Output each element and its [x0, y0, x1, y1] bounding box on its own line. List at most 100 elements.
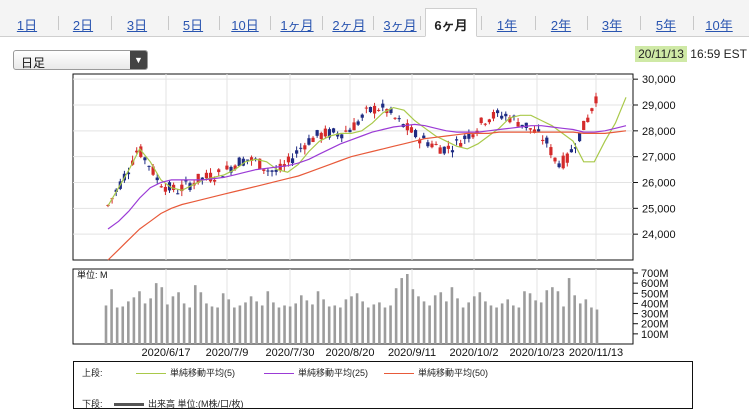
volume-bar — [121, 306, 125, 344]
volume-bar — [378, 302, 381, 344]
candle-body — [561, 155, 565, 169]
candle-body — [237, 157, 241, 167]
candle-body — [500, 115, 504, 119]
tab-7[interactable]: 3ヶ月 — [383, 18, 417, 33]
volume-bar — [400, 278, 404, 344]
chart-type-select[interactable]: 日足 ▼ — [13, 50, 148, 70]
date-tick-label: 2020/8/20 — [326, 347, 375, 359]
tab-2[interactable]: 3日 — [126, 18, 148, 33]
volume-bar — [417, 296, 420, 344]
candle-body — [434, 143, 438, 145]
volume-bar — [255, 301, 258, 344]
volume-bar — [311, 304, 314, 344]
candle-body — [340, 134, 344, 139]
candle-body — [229, 166, 233, 173]
candle-body — [536, 129, 541, 132]
volume-bar — [517, 307, 521, 344]
candle-body — [356, 121, 360, 125]
candle-body — [143, 157, 147, 161]
candle-body — [569, 149, 573, 153]
volume-tick-label: 400M — [641, 298, 669, 310]
candle-body — [459, 143, 463, 147]
tab-separator — [168, 16, 169, 30]
price-tick-label: 26,000 — [642, 178, 676, 190]
volume-bar — [383, 307, 387, 344]
candle-body — [467, 132, 471, 139]
volume-bar — [456, 298, 459, 344]
candle-body — [299, 147, 303, 149]
volume-bar — [500, 303, 504, 344]
candle-body — [327, 129, 332, 138]
tab-9[interactable]: 1年 — [496, 18, 518, 33]
candle-body — [262, 169, 266, 171]
date-tick-label: 2020/7/30 — [266, 347, 315, 359]
chevron-down-icon[interactable]: ▼ — [130, 51, 147, 69]
tab-1[interactable]: 2日 — [72, 18, 94, 33]
date-tick-label: 2020/11/13 — [569, 347, 623, 359]
volume-tick-label: 200M — [641, 319, 669, 331]
volume-bar — [143, 303, 147, 344]
volume-bar — [193, 285, 197, 344]
volume-bar — [467, 302, 470, 344]
tab-separator — [481, 16, 482, 30]
tab-8[interactable]: 6ヶ月 — [425, 8, 477, 37]
candle-body — [303, 145, 307, 150]
volume-bar — [339, 307, 342, 344]
tab-3[interactable]: 5日 — [182, 18, 204, 33]
tab-0[interactable]: 1日 — [16, 18, 38, 33]
candle-body — [348, 129, 352, 133]
volume-bar — [238, 305, 242, 344]
legend-ma50-label: 単純移動平均(50) — [418, 368, 489, 378]
candle-body — [184, 180, 188, 182]
candle-body — [577, 132, 582, 142]
volume-tick-label: 600M — [641, 278, 669, 290]
tab-6[interactable]: 2ヶ月 — [332, 18, 366, 33]
tab-12[interactable]: 5年 — [655, 18, 677, 33]
price-tick-label: 25,000 — [642, 203, 676, 215]
candle-body — [450, 150, 455, 153]
tab-10[interactable]: 2年 — [550, 18, 572, 33]
candle-body — [344, 130, 348, 132]
candle-body — [323, 128, 327, 137]
volume-bar — [104, 305, 108, 344]
candle-body — [541, 139, 545, 141]
legend-lower-label: 下段: — [82, 399, 103, 409]
timestamp-time: 16:59 EST — [690, 47, 747, 61]
volume-bar — [322, 299, 325, 344]
price-tick-label: 24,000 — [642, 229, 676, 241]
volume-bar — [567, 278, 571, 344]
candle-body — [208, 172, 213, 182]
candle-body — [487, 119, 491, 123]
tab-13[interactable]: 10年 — [705, 18, 733, 33]
volume-bar — [294, 303, 298, 344]
candle-body — [282, 164, 286, 167]
tab-separator — [535, 16, 536, 30]
volume-bar — [299, 295, 303, 344]
candle-body — [516, 122, 520, 127]
candle-body — [307, 138, 311, 145]
tab-4[interactable]: 10日 — [231, 18, 259, 33]
volume-tick-label: 700M — [641, 268, 669, 280]
volume-bar — [590, 307, 593, 344]
tab-11[interactable]: 3年 — [601, 18, 623, 33]
candle-body — [290, 158, 295, 164]
volume-bar — [188, 307, 191, 344]
tab-separator — [270, 16, 271, 30]
ma-line-0 — [107, 97, 627, 207]
volume-bar — [366, 307, 370, 344]
volume-tick-label: 500M — [641, 288, 669, 300]
ma25-swatch — [264, 373, 294, 375]
volume-bar — [305, 300, 309, 344]
volume-bar — [154, 283, 158, 344]
chart-legend: 上段: 単純移動平均(5) 単純移動平均(25) 単純移動平均(50) 下段: … — [73, 361, 693, 409]
candle-body — [446, 145, 450, 149]
legend-ma5: 単純移動平均(5) — [136, 366, 235, 379]
volume-swatch — [114, 403, 144, 407]
volume-bar — [545, 290, 549, 344]
date-tick-label: 2020/6/17 — [142, 347, 191, 359]
candle-body — [266, 170, 270, 172]
price-tick-label: 27,000 — [642, 152, 676, 164]
tab-5[interactable]: 1ヶ月 — [280, 18, 314, 33]
volume-bar — [528, 293, 532, 344]
volume-bar — [584, 299, 588, 344]
